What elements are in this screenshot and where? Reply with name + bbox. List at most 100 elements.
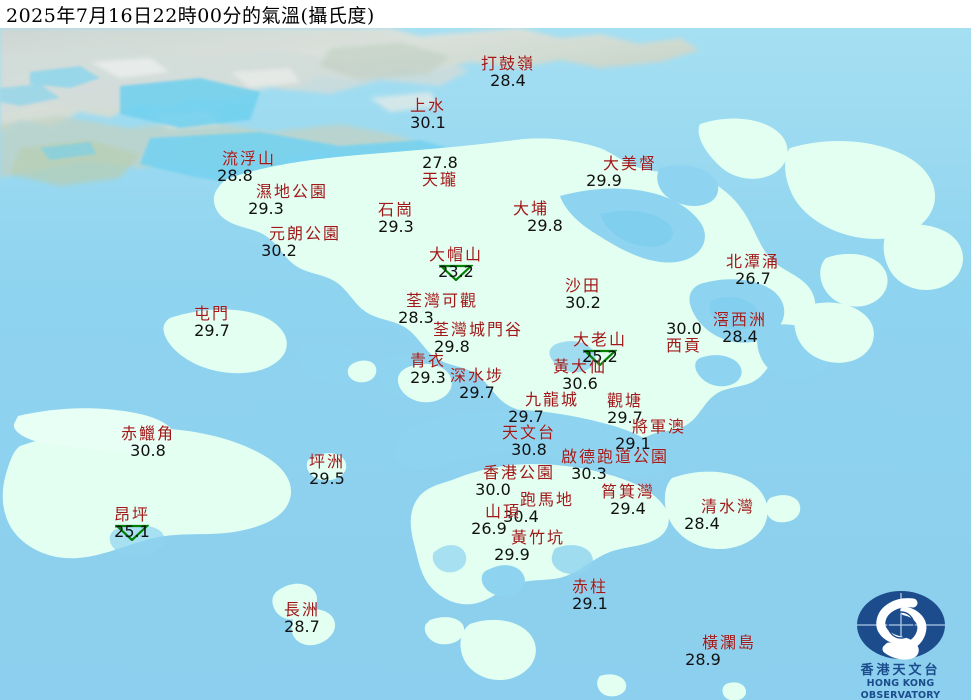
station-value-wrap: 30.4 — [503, 508, 574, 525]
station-marker[interactable]: 大帽山 23.2 — [429, 246, 483, 281]
station-marker[interactable]: 跑馬地 30.4 — [503, 491, 574, 525]
station-name: 北潭涌 — [725, 252, 781, 271]
station-marker[interactable]: 荃灣城門谷 29.8 — [433, 321, 523, 355]
station-name: 西貢 — [665, 336, 703, 355]
station-name: 橫瀾島 — [701, 633, 757, 652]
station-marker[interactable]: 九龍城 29.7 — [508, 390, 580, 425]
hko-logo: 香港天文台 HONG KONG OBSERVATORY — [830, 585, 971, 700]
station-value-wrap: 28.4 — [684, 515, 755, 532]
station-name: 山頂 — [484, 502, 522, 521]
station-value-wrap: 29.1 — [572, 595, 608, 612]
station-value-wrap: 30.1 — [410, 114, 446, 131]
station-name: 坪洲 — [308, 452, 346, 471]
station-value-wrap: 29.8 — [433, 338, 523, 355]
logo-name-en: HONG KONG OBSERVATORY — [860, 678, 941, 700]
station-temperature-value: 30.2 — [565, 293, 601, 312]
hong-kong-landmass — [0, 28, 963, 700]
station-value-wrap: 25.1 — [114, 523, 150, 541]
station-value-wrap: 30.0 — [475, 481, 555, 498]
station-name: 香港公園 — [482, 463, 556, 482]
station-temperature-value: 29.3 — [248, 199, 284, 218]
station-value-wrap: 30.8 — [121, 442, 175, 459]
station-value-wrap: 26.9 — [471, 520, 521, 537]
station-marker[interactable]: 北潭涌 26.7 — [726, 253, 780, 287]
station-marker[interactable]: 石崗 29.3 — [378, 201, 414, 235]
station-marker[interactable]: 黃大仙 30.6 — [553, 358, 607, 392]
station-temperature-value: 28.7 — [284, 617, 320, 636]
station-marker[interactable]: 流浮山 28.8 — [217, 150, 276, 184]
station-value-wrap: 30.8 — [502, 441, 556, 458]
station-marker[interactable]: 打鼓嶺 28.4 — [481, 55, 535, 89]
station-temperature-value: 29.4 — [610, 499, 646, 518]
station-name: 赤柱 — [571, 577, 609, 596]
station-value-wrap: 28.9 — [685, 651, 756, 668]
station-marker[interactable]: 山頂 26.9 — [471, 502, 522, 537]
station-marker[interactable]: 清水灣 28.4 — [684, 497, 756, 532]
station-marker[interactable]: 香港公園 30.0 — [475, 463, 556, 498]
station-value-wrap: 29.8 — [513, 217, 563, 234]
station-marker[interactable]: 啟德跑道公園 30.3 — [561, 448, 669, 482]
station-marker[interactable]: 黃竹坑 29.9 — [494, 528, 566, 563]
station-name: 沙田 — [564, 276, 602, 295]
station-marker[interactable]: 滘西洲 28.4 — [713, 311, 767, 345]
station-name: 打鼓嶺 — [480, 54, 536, 73]
station-value-wrap: 30.2 — [261, 242, 341, 259]
station-marker[interactable]: 屯門 29.7 — [194, 305, 230, 339]
station-temperature-value: 28.8 — [217, 166, 253, 185]
station-name: 黃大仙 — [552, 357, 608, 376]
station-value-wrap: 29.5 — [309, 470, 345, 487]
station-marker[interactable]: 青衣 29.3 — [410, 352, 446, 386]
station-temperature-value: 29.7 — [194, 321, 230, 340]
station-temperature-value: 26.9 — [471, 519, 507, 538]
station-name: 黃竹坑 — [510, 528, 566, 547]
station-marker[interactable]: 天文台 30.8 — [502, 424, 556, 458]
station-name: 天瓏 — [421, 170, 459, 189]
station-marker[interactable]: 橫瀾島 28.9 — [685, 633, 757, 668]
station-marker[interactable]: 30.0 西貢 — [666, 320, 702, 354]
station-temperature-value: 29.9 — [494, 545, 530, 564]
station-marker[interactable]: 元朗公園 30.2 — [261, 225, 341, 259]
station-temperature-value: 29.1 — [615, 434, 651, 453]
station-marker[interactable]: 赤鱲角 30.8 — [121, 425, 175, 459]
observatory-emblem-icon — [856, 591, 945, 660]
station-value-wrap: 30.2 — [565, 294, 601, 311]
station-name: 將軍澳 — [631, 417, 687, 436]
station-marker[interactable]: 昂坪 25.1 — [113, 505, 151, 541]
station-marker[interactable]: 筲箕灣 29.4 — [601, 483, 655, 517]
station-marker[interactable]: 上水 30.1 — [410, 97, 446, 131]
station-temperature-value: 28.3 — [398, 308, 434, 327]
station-value-wrap: 25.2 — [573, 348, 627, 366]
station-marker[interactable]: 坪洲 29.5 — [309, 453, 345, 487]
station-marker[interactable]: 沙田 30.2 — [565, 277, 601, 311]
station-marker[interactable]: 大埔 29.8 — [512, 199, 563, 234]
station-name: 滘西洲 — [712, 310, 768, 329]
station-marker[interactable]: 27.8 天瓏 — [422, 154, 458, 188]
station-marker[interactable]: 濕地公園 29.3 — [248, 183, 328, 217]
station-name: 昂坪 — [113, 505, 151, 524]
station-marker[interactable]: 長洲 28.7 — [284, 601, 320, 635]
station-marker[interactable]: 赤柱 29.1 — [572, 578, 608, 612]
station-name: 九龍城 — [524, 390, 580, 409]
station-marker[interactable]: 將軍澳 29.1 — [615, 417, 687, 452]
map-canvas[interactable]: 打鼓嶺 28.4 上水 30.1 27.8 天瓏 流浮山 28.8 濕地公園 29.3 元朗公園 30… — [0, 28, 971, 700]
station-value-wrap: 27.8 — [422, 154, 458, 171]
station-name: 長洲 — [283, 600, 321, 619]
station-temperature-value: 26.7 — [735, 269, 771, 288]
station-temperature-value: 30.2 — [261, 241, 297, 260]
station-temperature-value: 28.4 — [684, 514, 720, 533]
station-value-wrap: 28.7 — [284, 618, 320, 635]
station-marker[interactable]: 深水埗 29.7 — [450, 367, 504, 401]
station-value-wrap: 30.0 — [666, 320, 702, 337]
station-value-wrap: 30.6 — [553, 375, 607, 392]
station-temperature-value: 29.7 — [508, 407, 544, 426]
station-marker[interactable]: 大老山 25.2 — [573, 331, 627, 366]
station-marker[interactable]: 觀塘 29.7 — [607, 392, 643, 426]
station-temperature-value: 30.0 — [666, 319, 702, 338]
station-temperature-value: 29.1 — [572, 594, 608, 613]
station-name: 清水灣 — [700, 497, 756, 516]
station-marker[interactable]: 荃灣可觀 28.3 — [398, 292, 478, 326]
station-name: 大埔 — [512, 199, 550, 218]
station-marker[interactable]: 大美督 29.9 — [586, 155, 657, 189]
station-value-wrap: 28.4 — [481, 72, 535, 89]
